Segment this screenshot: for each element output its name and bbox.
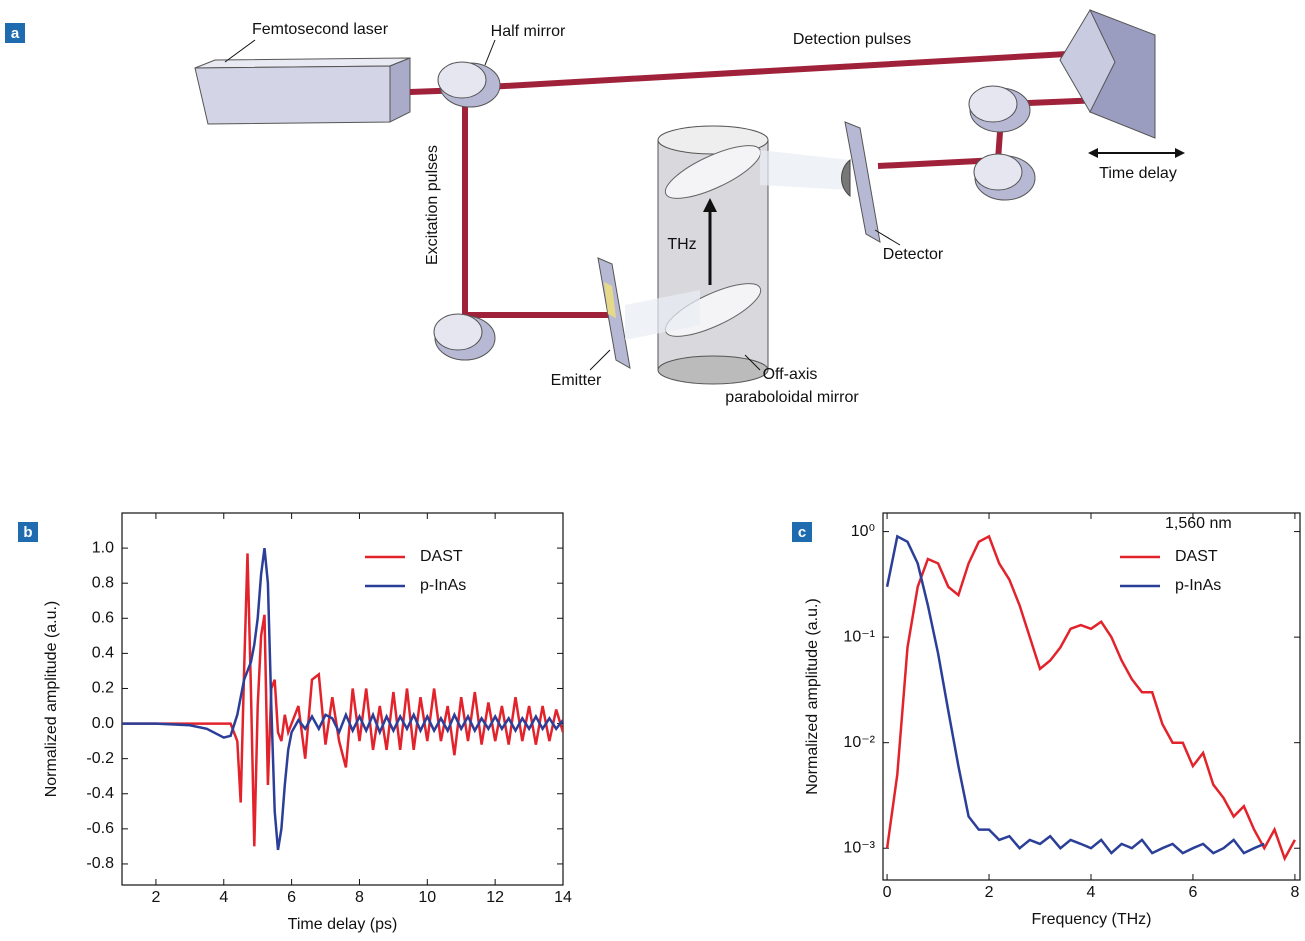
detector bbox=[844, 121, 881, 243]
series-line bbox=[122, 547, 563, 851]
retroreflector-face bbox=[1059, 8, 1116, 114]
y-tick-label: 0.2 bbox=[92, 680, 114, 697]
leader-line bbox=[744, 354, 761, 371]
x-tick-label: 12 bbox=[486, 889, 504, 906]
plot-frame bbox=[882, 512, 1301, 881]
label: Detector bbox=[883, 246, 944, 263]
y-tick-label: -0.2 bbox=[86, 750, 114, 767]
laser-front bbox=[194, 65, 391, 125]
x-axis-label: Time delay (ps) bbox=[288, 916, 398, 933]
legend-label: p-InAs bbox=[1175, 577, 1221, 594]
mirror-bottom bbox=[657, 355, 769, 385]
thz-beam bbox=[625, 290, 700, 340]
annotation: 1,560 nm bbox=[1165, 515, 1232, 532]
leader-line bbox=[484, 39, 496, 66]
plot-frame bbox=[121, 512, 564, 886]
x-axis-label: Frequency (THz) bbox=[1031, 911, 1151, 928]
label: paraboloidal mirror bbox=[725, 389, 859, 406]
mirror-face bbox=[968, 85, 1018, 123]
series-line bbox=[885, 534, 1296, 862]
leader-line bbox=[589, 349, 611, 371]
label: Detection pulses bbox=[793, 31, 911, 48]
legend-label: DAST bbox=[1175, 548, 1218, 565]
x-tick-label: 8 bbox=[355, 889, 364, 906]
y-tick-label: -0.4 bbox=[86, 785, 114, 802]
leader-line bbox=[224, 39, 256, 63]
panel-label-box bbox=[792, 522, 812, 542]
laser-side bbox=[389, 57, 411, 123]
x-tick-label: 8 bbox=[1290, 884, 1299, 901]
x-tick-label: 2 bbox=[985, 884, 994, 901]
thz-arrowhead bbox=[703, 198, 717, 212]
label: Off-axis bbox=[763, 366, 818, 383]
leader-line bbox=[874, 229, 901, 246]
x-tick-label: 6 bbox=[1188, 884, 1197, 901]
y-tick-label: 10⁻¹ bbox=[843, 628, 875, 645]
x-tick-label: 0 bbox=[883, 884, 892, 901]
panel-label-box bbox=[18, 522, 38, 542]
y-tick-label: 10⁻³ bbox=[843, 839, 875, 856]
x-tick-label: 10 bbox=[418, 889, 436, 906]
y-tick-label: -0.8 bbox=[86, 855, 114, 872]
y-tick-label: 1.0 bbox=[92, 539, 114, 556]
excitation-beam bbox=[409, 86, 612, 318]
legend-label: p-InAs bbox=[420, 577, 466, 594]
y-tick-label: 10⁻² bbox=[843, 734, 875, 751]
x-tick-label: 6 bbox=[287, 889, 296, 906]
label: Half mirror bbox=[491, 23, 566, 40]
y-tick-label: 0.4 bbox=[92, 645, 114, 662]
panel-label: b bbox=[23, 524, 32, 541]
y-tick-label: -0.6 bbox=[86, 820, 114, 837]
y-axis-label: Normalized amplitude (a.u.) bbox=[43, 601, 60, 798]
diagram: a bbox=[5, 8, 1185, 406]
series-line bbox=[122, 553, 563, 847]
label: THz bbox=[667, 236, 696, 253]
detection-beam bbox=[469, 48, 1105, 169]
series-line bbox=[885, 534, 1265, 855]
y-axis-label: Normalized amplitude (a.u.) bbox=[804, 598, 821, 795]
mirror-face bbox=[433, 313, 483, 351]
emitter-antenna bbox=[604, 282, 616, 318]
x-tick-label: 2 bbox=[151, 889, 160, 906]
y-tick-label: 10⁰ bbox=[851, 523, 875, 540]
y-tick-label: 0.8 bbox=[92, 574, 114, 591]
x-tick-label: 4 bbox=[1087, 884, 1096, 901]
panel-label: a bbox=[11, 25, 20, 42]
label: Time delay bbox=[1099, 165, 1177, 182]
y-tick-label: 0.0 bbox=[92, 715, 114, 732]
label: Excitation pulses bbox=[424, 145, 441, 265]
legend-label: DAST bbox=[420, 548, 463, 565]
y-tick-label: 0.6 bbox=[92, 610, 114, 627]
panel-label-box bbox=[5, 23, 25, 43]
half-mirror-face bbox=[437, 61, 487, 99]
mirror-face bbox=[973, 153, 1023, 191]
x-tick-label: 14 bbox=[554, 889, 572, 906]
panel-label: c bbox=[798, 524, 806, 541]
label: Femtosecond laser bbox=[252, 21, 389, 38]
detector-lens bbox=[841, 158, 851, 198]
thz-beam bbox=[760, 150, 850, 190]
arrowhead bbox=[1088, 148, 1098, 158]
arrowhead bbox=[1175, 148, 1185, 158]
label: Emitter bbox=[551, 372, 602, 389]
x-tick-label: 4 bbox=[219, 889, 228, 906]
